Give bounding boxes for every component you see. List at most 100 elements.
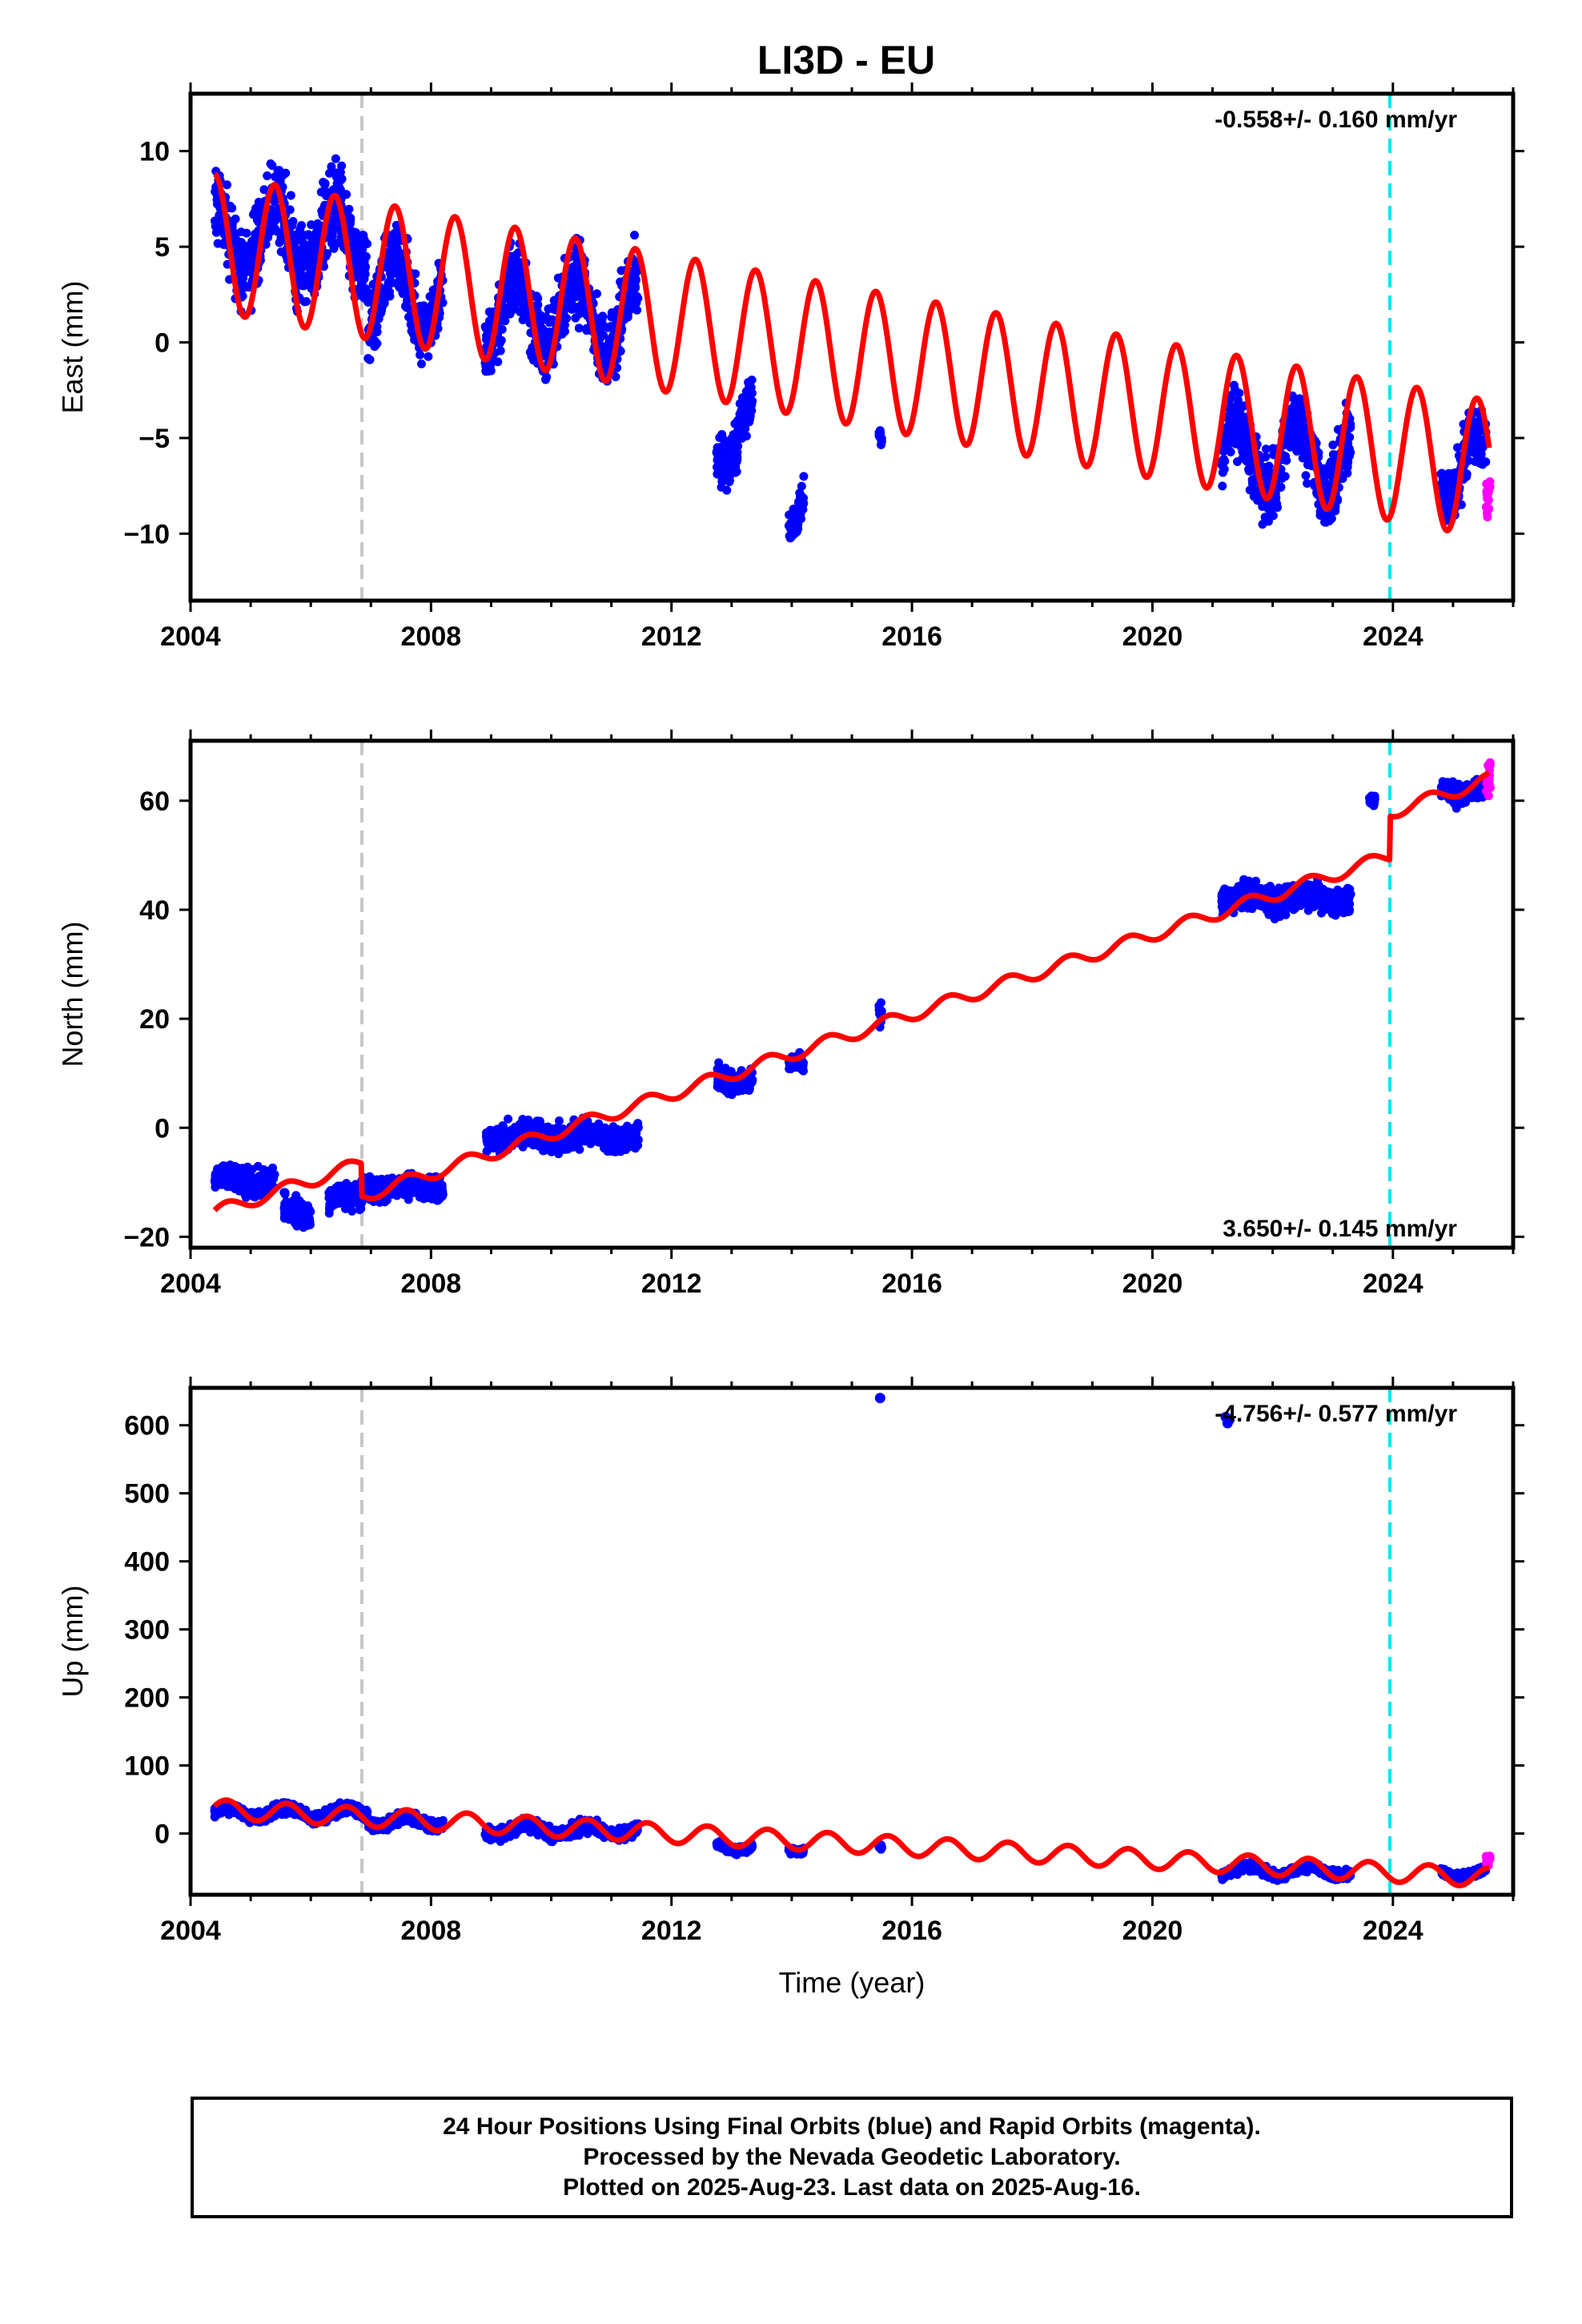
- final-orbit-point: [295, 251, 305, 261]
- final-orbit-point: [532, 292, 541, 301]
- final-orbit-point: [374, 314, 383, 324]
- y-tick-label: 5: [155, 232, 170, 263]
- final-orbit-point: [1298, 453, 1307, 463]
- final-orbit-point: [501, 286, 511, 296]
- final-orbit-point: [713, 1064, 722, 1074]
- final-orbit-point: [737, 1079, 747, 1088]
- final-orbit-point: [1286, 442, 1295, 452]
- final-orbit-point: [1244, 447, 1254, 456]
- final-orbit-point: [294, 268, 303, 278]
- final-orbit-point: [264, 1171, 274, 1180]
- final-orbit-point: [529, 354, 539, 364]
- final-orbit-point: [330, 208, 339, 218]
- final-orbit-point: [407, 326, 416, 336]
- final-orbit-point: [289, 1208, 299, 1218]
- final-orbit-point: [504, 1114, 513, 1124]
- plot-area: [210, 741, 1495, 1248]
- final-orbit-point: [579, 1120, 588, 1129]
- final-orbit-point: [718, 455, 728, 464]
- final-orbit-point: [795, 489, 805, 498]
- plot-area: [210, 94, 1495, 601]
- final-orbit-point: [518, 315, 528, 324]
- final-orbit-point: [514, 257, 524, 267]
- final-orbits-points: [784, 472, 809, 543]
- final-orbit-point: [1437, 468, 1447, 478]
- final-orbit-point: [325, 168, 335, 178]
- final-orbit-point: [717, 467, 727, 476]
- final-orbit-point: [236, 227, 246, 237]
- final-orbit-point: [271, 172, 280, 182]
- final-orbit-point: [1293, 413, 1303, 423]
- final-orbit-point: [231, 1176, 240, 1186]
- final-orbit-point: [733, 448, 742, 457]
- final-orbit-point: [306, 263, 315, 272]
- final-orbit-point: [721, 475, 730, 485]
- final-orbit-point: [799, 472, 809, 481]
- final-orbit-point: [630, 231, 640, 240]
- final-orbit-point: [311, 227, 321, 237]
- final-orbit-point: [285, 205, 295, 215]
- rapid-orbit-point: [1484, 479, 1494, 489]
- final-orbit-point: [1268, 444, 1278, 453]
- final-orbit-point: [1231, 432, 1240, 442]
- final-orbit-point: [607, 312, 616, 322]
- final-orbit-point: [333, 1193, 343, 1203]
- final-orbit-point: [223, 180, 232, 190]
- final-orbit-point: [1220, 456, 1230, 466]
- final-orbit-point: [240, 268, 250, 278]
- rapid-orbit-point: [1484, 504, 1494, 513]
- final-orbit-point: [279, 1188, 289, 1197]
- final-orbit-point: [1251, 876, 1261, 886]
- final-orbit-point: [597, 314, 607, 324]
- final-orbit-point: [421, 1192, 431, 1202]
- final-orbit-point: [1301, 471, 1311, 480]
- final-orbit-point: [436, 1190, 445, 1200]
- final-orbit-point: [372, 328, 382, 337]
- final-orbit-point: [420, 1184, 430, 1193]
- final-orbit-point: [737, 413, 747, 423]
- final-orbit-point: [536, 311, 546, 320]
- final-orbit-point: [568, 267, 578, 276]
- final-orbit-point: [1241, 425, 1251, 435]
- final-orbit-point: [484, 316, 494, 326]
- final-orbit-point: [505, 277, 515, 287]
- final-orbit-point: [1445, 484, 1455, 493]
- final-orbit-point: [330, 1185, 339, 1195]
- final-orbit-point: [365, 1180, 375, 1189]
- final-orbit-point: [544, 304, 553, 314]
- rapid-orbit-point: [1483, 492, 1492, 501]
- final-orbit-point: [359, 257, 369, 267]
- final-orbit-point: [1295, 429, 1304, 439]
- final-orbit-point: [1303, 479, 1312, 489]
- final-orbit-point: [1327, 457, 1336, 467]
- final-orbit-point: [725, 462, 734, 472]
- final-orbit-point: [419, 312, 428, 321]
- final-orbit-point: [1452, 443, 1462, 452]
- final-orbit-point: [541, 375, 551, 384]
- final-orbit-point: [1227, 390, 1236, 400]
- final-orbit-point: [412, 1186, 421, 1196]
- final-orbit-point: [300, 239, 310, 249]
- final-orbit-point: [554, 1116, 564, 1126]
- final-orbit-point: [416, 350, 425, 360]
- final-orbit-point: [1437, 485, 1447, 494]
- x-tick-label: 2004: [160, 621, 221, 652]
- final-orbits-points: [1217, 875, 1355, 924]
- final-orbit-point: [499, 1122, 508, 1132]
- final-orbit-point: [250, 207, 259, 217]
- final-orbit-point: [721, 1080, 730, 1090]
- final-orbit-point: [352, 1198, 362, 1208]
- plot-frame: [188, 91, 1516, 603]
- velocity-rate-label: -0.558+/- 0.160 mm/yr: [1215, 107, 1457, 133]
- final-orbit-point: [334, 178, 343, 187]
- y-axis-label: East (mm): [56, 281, 89, 414]
- final-orbit-point: [1290, 400, 1299, 409]
- final-orbit-point: [393, 278, 403, 287]
- final-orbits-points: [279, 1188, 315, 1232]
- final-orbit-point: [372, 339, 382, 348]
- final-orbit-point: [1260, 501, 1270, 510]
- final-orbit-point: [356, 290, 366, 300]
- final-orbit-point: [329, 243, 339, 253]
- final-orbit-point: [1233, 396, 1243, 405]
- final-orbit-point: [282, 1197, 291, 1207]
